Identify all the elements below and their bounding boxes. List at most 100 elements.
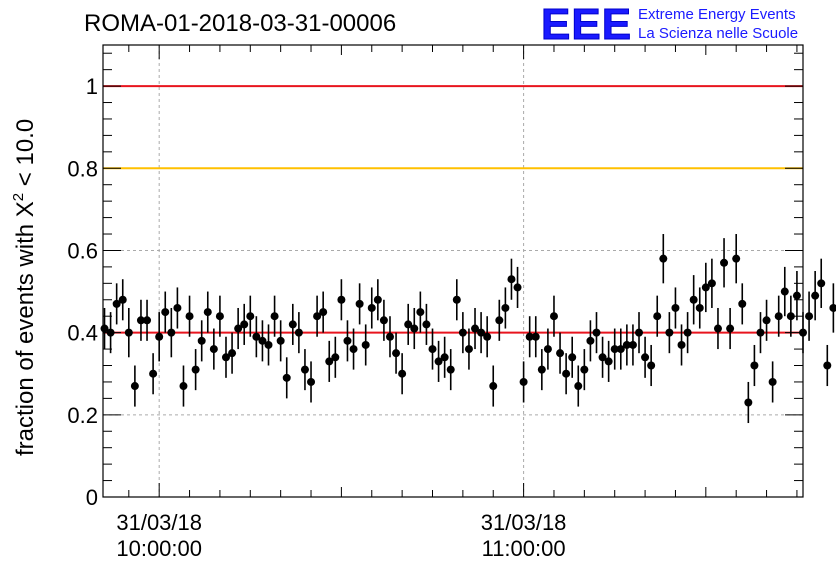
data-point [805,312,814,321]
data-point [811,291,820,300]
data-point [270,312,279,321]
data-point [112,299,121,308]
data-point [221,353,230,362]
data-point [780,287,789,296]
data-point [701,283,710,292]
data-point [477,328,486,337]
data-point [568,353,577,362]
data-point [130,382,139,391]
data-point [428,345,437,354]
y-tick-label: 0.4 [67,321,98,346]
data-point [537,365,546,374]
data-point [519,377,528,386]
data-point [215,312,224,321]
data-point [191,365,200,374]
data-point [161,308,170,317]
eee-logo: EEE Extreme Energy Events La Scienza nel… [541,0,799,50]
data-point [313,312,322,321]
data-point [452,295,461,304]
data-point [635,328,644,337]
data-point [167,328,176,337]
data-point [325,357,334,366]
data-point [294,328,303,337]
data-point [543,345,552,354]
data-point [118,295,127,304]
data-point [197,336,206,345]
data-point [829,303,836,312]
data-point [240,320,249,329]
data-point [410,324,419,333]
data-point [149,369,158,378]
data-point [228,349,237,358]
data-point [337,295,346,304]
data-point [398,369,407,378]
data-point [458,328,467,337]
data-point [300,365,309,374]
axes: 00.20.40.60.8131/03/1810:00:0031/03/1811… [67,45,803,561]
data-point [252,332,261,341]
data-point [756,328,765,337]
plot-frame [102,44,804,498]
data-point [738,299,747,308]
data-point [695,303,704,312]
data-point [361,340,370,349]
data-point [653,312,662,321]
data-point [671,303,680,312]
data-point [446,365,455,374]
data-point [683,328,692,337]
data-point [489,382,498,391]
data-point [319,308,328,317]
data-point [762,316,771,325]
data-point [416,308,425,317]
data-point [549,312,558,321]
y-tick-label: 1 [86,74,98,99]
data-point [483,332,492,341]
data-points [100,234,836,424]
data-point [823,361,832,370]
data-point [179,382,188,391]
y-tick-label: 0.8 [67,156,98,181]
data-point [422,320,431,329]
data-point [434,357,443,366]
data-point [173,303,182,312]
data-point [464,345,473,354]
data-point [732,254,741,263]
data-point [307,377,316,386]
data-point [392,349,401,358]
data-point [786,312,795,321]
data-point [817,279,826,288]
data-point [610,345,619,354]
data-point [647,361,656,370]
data-point [246,312,255,321]
data-point [598,353,607,362]
data-point [288,320,297,329]
data-point [665,328,674,337]
y-axis-label-tail: < 10.0 [12,119,39,193]
data-point [234,324,243,333]
data-point [622,340,631,349]
data-point [143,316,152,325]
x-tick-label-date: 31/03/18 [481,510,567,535]
data-point [689,295,698,304]
data-point [209,345,218,354]
data-point [616,345,625,354]
y-tick-label: 0.2 [67,403,98,428]
data-point [525,332,534,341]
data-point [507,275,516,284]
y-axis-label-main: fraction of events with X [12,201,39,456]
x-tick-label-date: 31/03/18 [116,510,202,535]
data-point [501,303,510,312]
y-axis-label-superscript: 2 [10,193,27,201]
y-axis-label: fraction of events with X2 < 10.0 [10,119,39,456]
data-point [768,377,777,386]
data-point [586,336,595,345]
data-point [367,303,376,312]
data-point [677,340,686,349]
data-point [513,283,522,292]
data-point [185,312,194,321]
data-point [580,365,589,374]
data-point [720,258,729,267]
data-point [659,254,668,263]
data-point [385,332,394,341]
